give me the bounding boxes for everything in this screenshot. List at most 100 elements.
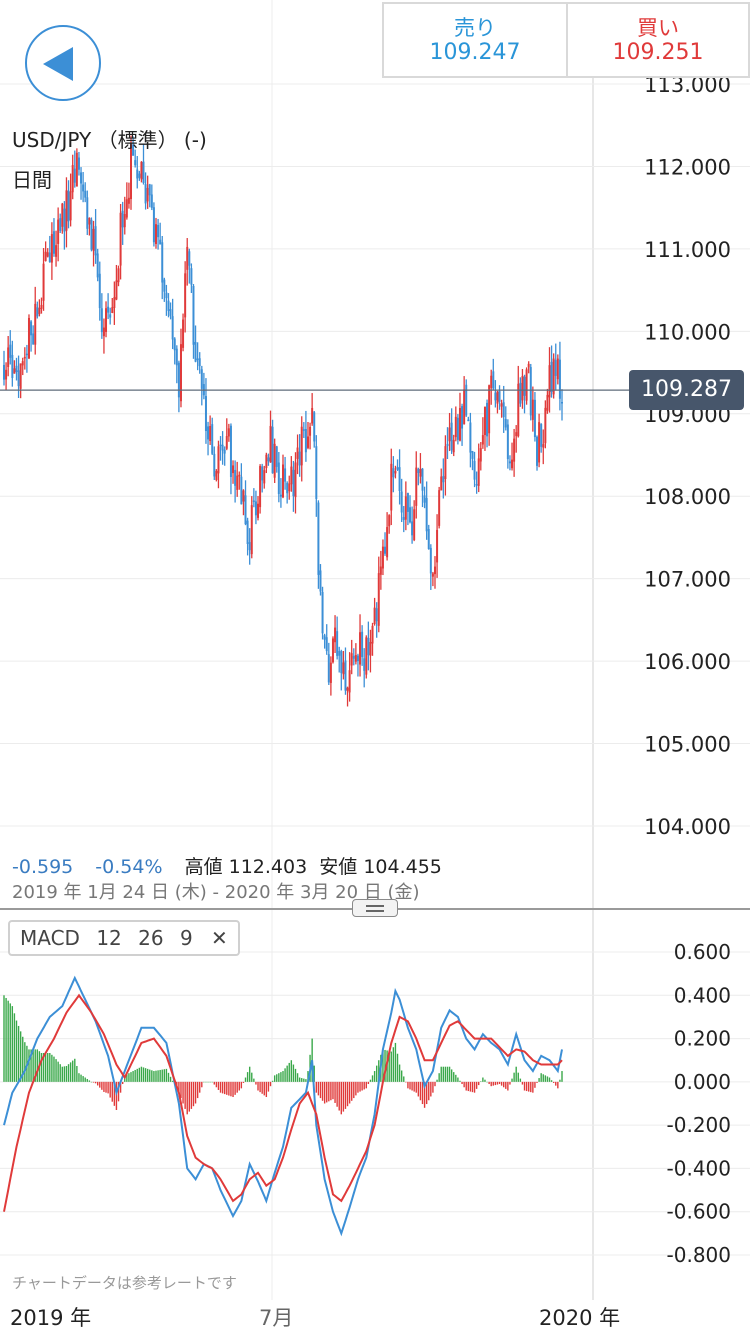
macd-histogram-bar [419, 1081, 422, 1101]
sell-button[interactable]: 売り 109.247 [382, 2, 568, 78]
macd-histogram-bar [523, 1081, 526, 1091]
macd-histogram-bar [65, 1065, 68, 1082]
resize-handle[interactable] [352, 899, 398, 917]
candle-body [469, 422, 472, 453]
candle-body [438, 490, 441, 526]
macd-histogram-bar [155, 1070, 157, 1082]
candle-body [254, 501, 257, 516]
candle-body [523, 376, 526, 396]
macd-histogram-bar [159, 1069, 161, 1082]
macd-histogram-bar [101, 1081, 103, 1090]
macd-histogram-bar [461, 1081, 463, 1085]
macd-histogram-bar [473, 1081, 476, 1093]
candle-body [359, 632, 362, 665]
candle-body [136, 169, 139, 179]
candle-body [248, 542, 251, 551]
sell-price: 109.247 [429, 40, 521, 65]
macd-histogram-bar [30, 1049, 32, 1082]
price-tick-label: 105.000 [644, 733, 731, 757]
price-tick-label: 111.000 [644, 238, 731, 262]
candle-body [40, 304, 43, 309]
candle-body [59, 218, 62, 231]
macd-histogram-bar [149, 1069, 151, 1082]
candle-body [134, 160, 137, 166]
macd-histogram-bar [186, 1081, 188, 1115]
candle-body [27, 317, 30, 359]
candle-body [69, 191, 72, 221]
macd-histogram-bar [238, 1081, 240, 1091]
candle-body [138, 173, 141, 178]
macd-histogram-bar [36, 1049, 39, 1082]
close-icon[interactable]: ✕ [211, 926, 228, 950]
macd-histogram-bar [194, 1081, 197, 1104]
macd-histogram-bar [59, 1064, 61, 1082]
candle-body [63, 208, 66, 232]
macd-histogram-bar [348, 1081, 351, 1104]
candle-body [204, 396, 207, 432]
macd-histogram-bar [3, 995, 5, 1082]
low-value: 安値 104.455 [319, 856, 442, 878]
candle-body [159, 239, 162, 245]
macd-histogram-bar [542, 1074, 544, 1082]
macd-histogram-bar [357, 1081, 359, 1093]
macd-indicator-chip[interactable]: MACD 12 26 9 ✕ [8, 920, 240, 956]
macd-histogram-bar [278, 1073, 280, 1082]
macd-histogram-bar [273, 1075, 276, 1082]
macd-histogram-bar [286, 1065, 288, 1082]
back-arrow-icon [43, 47, 73, 81]
x-label-mid: 7月 [255, 1302, 298, 1332]
candle-body [34, 303, 37, 345]
candle-body [558, 359, 561, 399]
price-tick-label: 107.000 [644, 568, 731, 592]
candle-body [344, 660, 347, 691]
macd-histogram-bar [288, 1062, 290, 1082]
macd-histogram-bar [475, 1081, 478, 1089]
candle-body [229, 425, 232, 477]
candle-body [221, 444, 224, 451]
macd-histogram-bar [13, 1013, 16, 1082]
candle-body [498, 391, 501, 402]
buy-button[interactable]: 買い 109.251 [566, 2, 750, 78]
candle-body [234, 469, 237, 486]
macd-histogram-bar [219, 1081, 222, 1093]
candle-body [98, 273, 101, 309]
macd-histogram-bar [259, 1081, 261, 1093]
candle-body [417, 469, 420, 473]
candle-body [7, 347, 10, 368]
candle-body [192, 285, 195, 345]
candle-body [556, 358, 559, 380]
macd-histogram-bar [478, 1081, 480, 1086]
candle-body [479, 448, 482, 462]
candle-body [419, 468, 422, 477]
macd-histogram-bar [82, 1076, 84, 1082]
candle-body [148, 184, 151, 196]
macd-histogram-bar [332, 1081, 334, 1100]
candle-body [313, 412, 316, 442]
macd-histogram-bar [207, 1081, 209, 1083]
macd-histogram-bar [432, 1081, 434, 1093]
candle-body [246, 520, 249, 545]
candle-body [3, 364, 5, 380]
macd-histogram-bar [390, 1051, 392, 1082]
macd-histogram-bar [53, 1056, 55, 1082]
macd-histogram-bar [226, 1081, 228, 1095]
macd-histogram-bar [86, 1078, 88, 1082]
macd-histogram-bar [373, 1071, 376, 1082]
back-button[interactable] [25, 25, 101, 101]
macd-histogram-bar [486, 1081, 488, 1083]
macd-histogram-bar [492, 1081, 494, 1086]
macd-histogram-bar [346, 1081, 349, 1107]
macd-histogram-bar [263, 1081, 265, 1096]
macd-histogram-bar [136, 1068, 138, 1082]
macd-histogram-bar [351, 1081, 353, 1101]
candle-body [388, 515, 391, 527]
candle-body [456, 417, 459, 440]
macd-histogram-bar [76, 1065, 78, 1082]
candle-body [442, 476, 445, 483]
candle-body [415, 467, 418, 506]
macd-histogram-bar [144, 1068, 147, 1082]
macd-histogram-bar [215, 1081, 218, 1088]
candle-body [188, 251, 191, 266]
candle-body [431, 573, 434, 577]
